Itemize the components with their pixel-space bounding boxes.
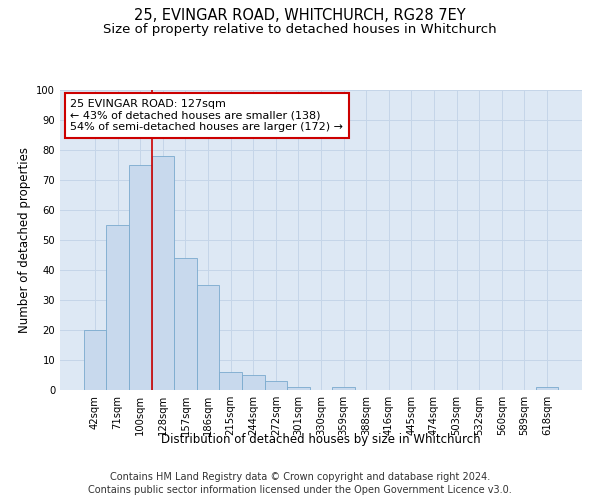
Text: Contains public sector information licensed under the Open Government Licence v3: Contains public sector information licen… [88, 485, 512, 495]
Text: Size of property relative to detached houses in Whitchurch: Size of property relative to detached ho… [103, 22, 497, 36]
Text: 25 EVINGAR ROAD: 127sqm
← 43% of detached houses are smaller (138)
54% of semi-d: 25 EVINGAR ROAD: 127sqm ← 43% of detache… [70, 99, 343, 132]
Text: 25, EVINGAR ROAD, WHITCHURCH, RG28 7EY: 25, EVINGAR ROAD, WHITCHURCH, RG28 7EY [134, 8, 466, 22]
Bar [84, 330, 106, 390]
Bar [287, 387, 310, 390]
Bar [242, 375, 265, 390]
Text: Distribution of detached houses by size in Whitchurch: Distribution of detached houses by size … [161, 432, 481, 446]
Bar [152, 156, 174, 390]
Bar [129, 165, 152, 390]
Y-axis label: Number of detached properties: Number of detached properties [18, 147, 31, 333]
Text: Contains HM Land Registry data © Crown copyright and database right 2024.: Contains HM Land Registry data © Crown c… [110, 472, 490, 482]
Bar [220, 372, 242, 390]
Bar [332, 387, 355, 390]
Bar [106, 225, 129, 390]
Bar [265, 381, 287, 390]
Bar [197, 285, 220, 390]
Bar [174, 258, 197, 390]
Bar [536, 387, 558, 390]
